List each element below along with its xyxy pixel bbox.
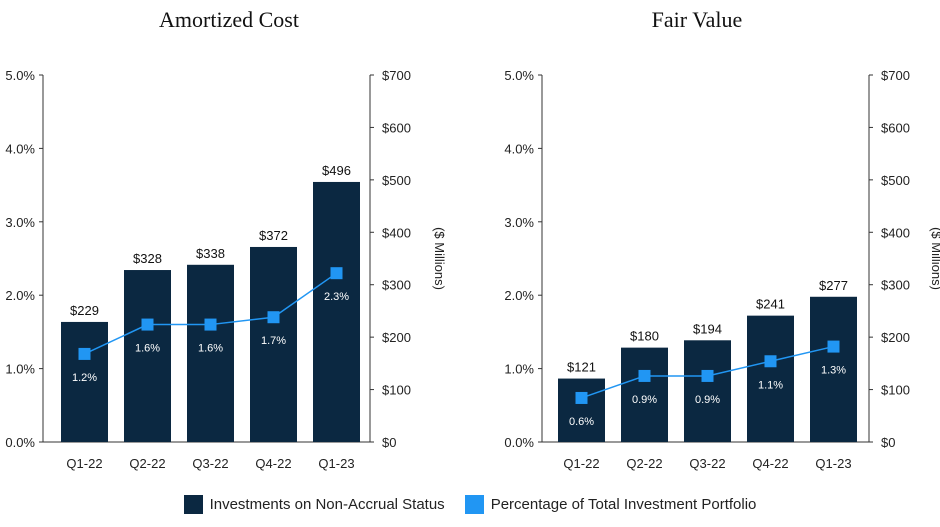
legend-label-non-accrual: Investments on Non-Accrual Status xyxy=(209,495,445,513)
x-tick-label: Q3-22 xyxy=(689,456,725,471)
legend-swatch-bar xyxy=(183,494,203,514)
bar xyxy=(187,264,234,442)
percentage-value-label: 0.6% xyxy=(569,416,594,428)
percentage-marker xyxy=(141,318,154,331)
chart-title: Amortized Cost xyxy=(159,7,299,32)
y-left-tick-label: 1.0% xyxy=(5,362,35,377)
bar-value-label: $180 xyxy=(630,329,659,344)
y-right-axis-label: ($ Millions) xyxy=(432,227,447,290)
percentage-marker xyxy=(78,347,91,360)
percentage-marker xyxy=(764,355,777,368)
y-right-tick-label: $600 xyxy=(881,120,910,135)
y-right-tick-label: $600 xyxy=(382,120,411,135)
bar xyxy=(747,315,794,442)
charts-svg: Amortized Cost 0.0% 1.0% 2.0% 3.0% 4.0% 5.0% $0… xyxy=(5,7,940,471)
y-right-tick-label: $700 xyxy=(881,68,910,83)
y-right-tick-label: $200 xyxy=(382,330,411,345)
y-right-axis-label: ($ Millions) xyxy=(929,227,940,290)
x-tick-label: Q4-22 xyxy=(255,456,291,471)
chart-title: Fair Value xyxy=(652,7,743,32)
bar-value-label: $229 xyxy=(70,303,99,318)
percentage-value-label: 1.6% xyxy=(135,343,160,355)
percentage-value-label: 1.7% xyxy=(261,335,286,347)
bar xyxy=(621,347,668,442)
y-right-tick-label: $200 xyxy=(881,330,910,345)
legend-item-percentage: Percentage of Total Investment Portfolio xyxy=(464,494,757,514)
y-left-tick-label: 2.0% xyxy=(5,288,35,303)
bar xyxy=(124,270,171,442)
percentage-value-label: 2.3% xyxy=(324,291,349,303)
percentage-marker xyxy=(330,267,343,280)
x-tick-label: Q4-22 xyxy=(752,456,788,471)
bar-value-label: $372 xyxy=(259,228,288,243)
bar xyxy=(684,340,731,442)
x-tick-label: Q1-22 xyxy=(563,456,599,471)
percentage-value-label: 1.2% xyxy=(72,372,97,384)
bar-value-label: $496 xyxy=(322,163,351,178)
bar xyxy=(61,321,108,442)
bar-value-label: $338 xyxy=(196,246,225,261)
x-tick-label: Q3-22 xyxy=(192,456,228,471)
x-tick-label: Q1-23 xyxy=(318,456,354,471)
y-right-tick-label: $100 xyxy=(881,383,910,398)
percentage-value-label: 0.9% xyxy=(695,394,720,406)
percentage-value-label: 1.1% xyxy=(758,379,783,391)
y-right-tick-label: $500 xyxy=(382,173,411,188)
x-tick-label: Q1-22 xyxy=(66,456,102,471)
y-right-tick-label: $300 xyxy=(382,278,411,293)
amortized-cost-chart: Amortized Cost 0.0% 1.0% 2.0% 3.0% 4.0% 5.0% $0… xyxy=(5,7,447,471)
y-left-tick-label: 4.0% xyxy=(504,141,534,156)
fair-value-chart: Fair Value 0.0% 1.0% 2.0% 3.0% 4.0% 5.0% $0 $100… xyxy=(504,7,940,471)
y-right-tick-label: $500 xyxy=(881,173,910,188)
y-left-tick-label: 3.0% xyxy=(504,215,534,230)
percentage-value-label: 1.3% xyxy=(821,365,846,377)
bar-value-label: $194 xyxy=(693,321,722,336)
percentage-marker xyxy=(575,391,588,404)
chart-legend: Investments on Non-Accrual Status Percen… xyxy=(0,492,940,516)
bar xyxy=(810,296,857,442)
bar xyxy=(250,246,297,442)
y-right-tick-label: $0 xyxy=(881,435,895,450)
percentage-marker xyxy=(638,369,651,382)
bar xyxy=(313,181,360,442)
y-left-tick-label: 1.0% xyxy=(504,362,534,377)
bar xyxy=(558,378,605,442)
percentage-marker xyxy=(204,318,217,331)
y-right-tick-label: $400 xyxy=(382,225,411,240)
x-tick-label: Q2-22 xyxy=(626,456,662,471)
percentage-marker xyxy=(827,340,840,353)
bar-value-label: $241 xyxy=(756,297,785,312)
legend-swatch-line xyxy=(464,494,484,514)
percentage-marker xyxy=(701,369,714,382)
y-right-tick-label: $300 xyxy=(881,278,910,293)
legend-label-percentage: Percentage of Total Investment Portfolio xyxy=(490,495,757,513)
percentage-value-label: 1.6% xyxy=(198,343,223,355)
bar-value-label: $277 xyxy=(819,278,848,293)
bar-value-label: $121 xyxy=(567,360,596,375)
y-left-tick-label: 2.0% xyxy=(504,288,534,303)
legend-item-non-accrual: Investments on Non-Accrual Status xyxy=(183,494,445,514)
percentage-marker xyxy=(267,311,280,324)
y-right-tick-label: $100 xyxy=(382,383,411,398)
y-left-tick-label: 0.0% xyxy=(5,435,35,450)
y-right-tick-label: $400 xyxy=(881,225,910,240)
percentage-value-label: 0.9% xyxy=(632,394,657,406)
y-left-tick-label: 5.0% xyxy=(5,68,35,83)
y-left-tick-label: 5.0% xyxy=(504,68,534,83)
y-right-tick-label: $0 xyxy=(382,435,396,450)
y-left-tick-label: 4.0% xyxy=(5,141,35,156)
x-tick-label: Q2-22 xyxy=(129,456,165,471)
y-right-tick-label: $700 xyxy=(382,68,411,83)
x-tick-label: Q1-23 xyxy=(815,456,851,471)
bar-value-label: $328 xyxy=(133,251,162,266)
y-left-tick-label: 0.0% xyxy=(504,435,534,450)
y-left-tick-label: 3.0% xyxy=(5,215,35,230)
